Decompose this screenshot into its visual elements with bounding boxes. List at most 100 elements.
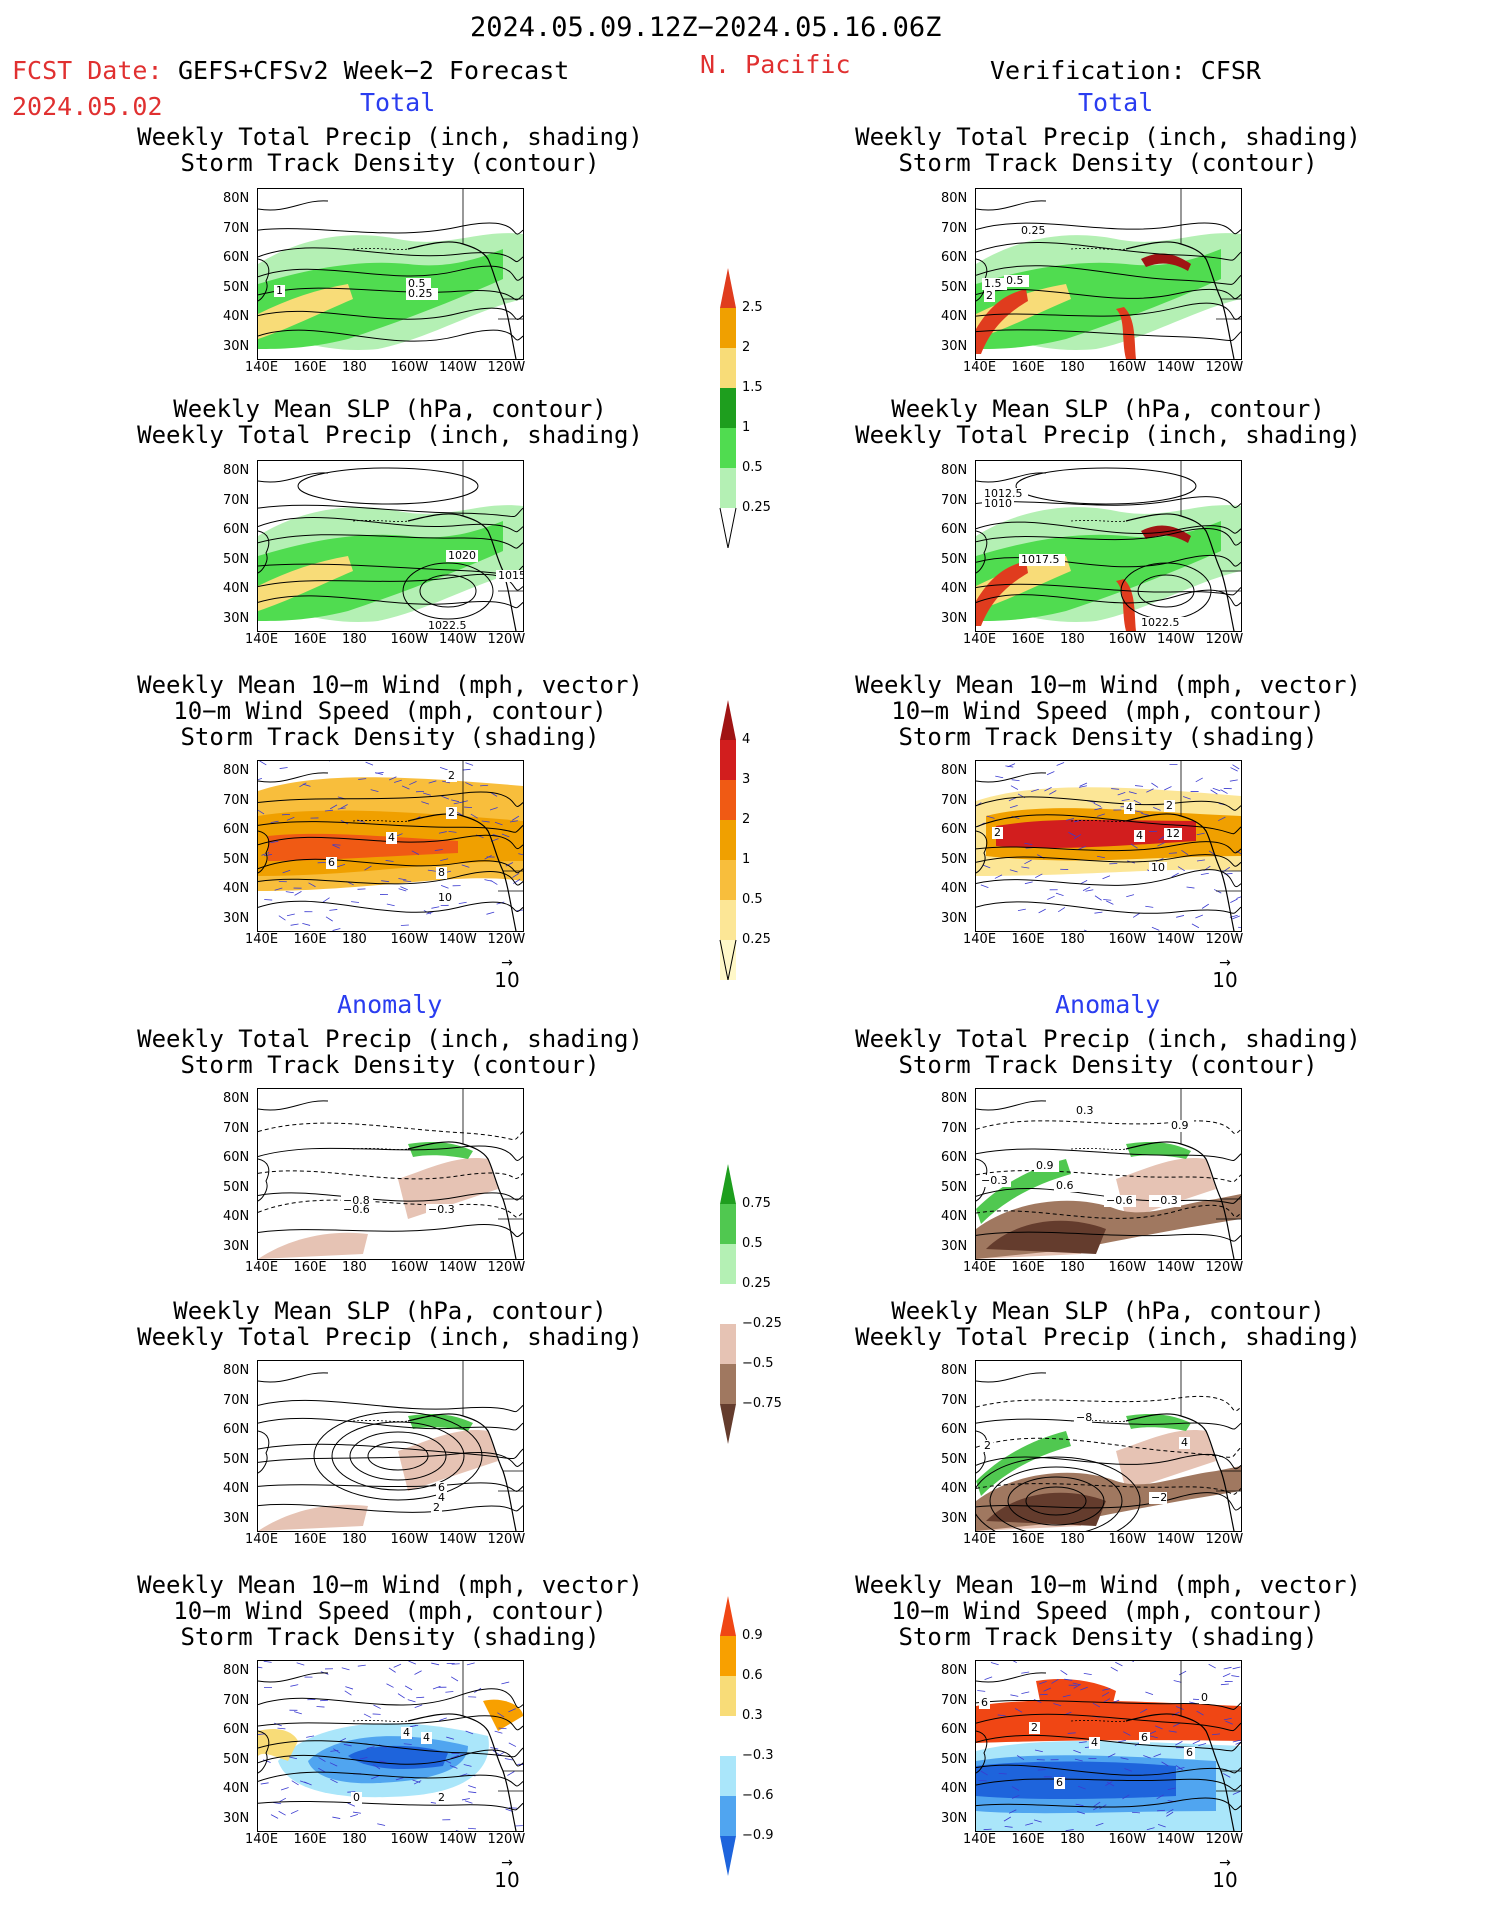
wind-vector <box>1220 789 1228 794</box>
lon-tick-label: 140E <box>963 360 997 375</box>
wind-vector <box>318 1767 326 1773</box>
shade-band <box>976 249 1221 349</box>
colorbar-label: 0.25 <box>742 1276 771 1291</box>
wind-vector <box>1126 894 1135 898</box>
wind-vector <box>431 906 440 909</box>
wind-vector <box>505 862 514 867</box>
wind-vector <box>366 1746 375 1749</box>
wind-vector <box>1012 1661 1017 1664</box>
contour-line <box>976 1734 1241 1752</box>
reference-vector-label: 10 <box>1212 968 1238 992</box>
svg-text:0.5: 0.5 <box>408 277 426 290</box>
contour-line <box>258 1452 523 1467</box>
lat-tick-label: 60N <box>223 1722 250 1737</box>
contour-line <box>258 1122 523 1141</box>
lon-tick-label: 140W <box>439 1832 477 1847</box>
wind-vector <box>1110 1666 1118 1672</box>
coastline <box>1125 813 1235 931</box>
svg-text:−0.3: −0.3 <box>1151 1194 1178 1207</box>
wind-vector <box>1057 907 1066 913</box>
contour-line <box>258 329 523 342</box>
map-panel: 0.5 1.5 2 0.25 <box>975 188 1242 360</box>
wind-vector <box>465 1730 474 1735</box>
wind-vector <box>470 813 478 819</box>
wind-vector <box>1176 1706 1184 1710</box>
colorbar-segment <box>720 940 736 980</box>
lat-tick-label: 40N <box>223 1781 250 1796</box>
contour-line <box>976 1456 1141 1531</box>
panel-title: Weekly Total Precip (inch, shading) Stor… <box>855 123 1361 177</box>
coastline <box>352 520 409 522</box>
wind-vector <box>258 778 263 781</box>
panel-title: Weekly Total Precip (inch, shading) Stor… <box>137 1025 643 1079</box>
lat-tick-label: 30N <box>223 610 250 626</box>
colorbar-label: 0.3 <box>742 1708 763 1723</box>
wind-vector <box>1075 1803 1084 1807</box>
wind-vector <box>980 1770 988 1776</box>
coastline <box>1180 1089 1241 1220</box>
coastline <box>258 200 329 302</box>
svg-text:6: 6 <box>1141 1731 1148 1744</box>
wind-vector <box>518 1763 523 1765</box>
wind-vector <box>1149 1735 1158 1739</box>
wind-vector <box>431 1662 440 1666</box>
svg-text:0.25: 0.25 <box>408 287 433 300</box>
contour-line <box>258 1399 523 1413</box>
coastline <box>258 772 329 874</box>
colorbar-label: 0.5 <box>742 1236 763 1251</box>
lon-tick-label: 160E <box>1011 1260 1045 1275</box>
svg-text:2: 2 <box>994 826 1001 839</box>
lon-tick-label: 180 <box>342 360 367 375</box>
coastline <box>462 761 523 892</box>
contour-line <box>258 1740 523 1758</box>
colorbar-label: 2.5 <box>742 300 763 315</box>
wind-vector <box>296 1662 305 1666</box>
wind-vector <box>450 1676 459 1682</box>
svg-text:−0.6: −0.6 <box>1106 1194 1133 1207</box>
lon-tick-label: 140W <box>1157 1832 1195 1847</box>
lon-tick-label: 160W <box>1108 632 1147 647</box>
lon-tick-label: 180 <box>1060 1832 1085 1847</box>
colorbar-segment <box>720 1244 736 1284</box>
contour-label: 6 <box>326 856 337 869</box>
svg-text:−0.6: −0.6 <box>343 1203 370 1216</box>
lat-tick-label: 40N <box>941 881 968 896</box>
wind-vector <box>977 1690 986 1692</box>
wind-vector <box>1175 1741 1183 1746</box>
wind-vector <box>1078 1741 1087 1744</box>
lat-tick-label: 30N <box>223 910 250 926</box>
total-label-right: Total <box>1078 88 1154 117</box>
wind-vector <box>451 799 460 803</box>
wind-vector <box>365 761 374 766</box>
wind-vector <box>1225 1720 1233 1725</box>
colorbar <box>718 1596 738 1876</box>
contour-label: 4 <box>436 1491 447 1504</box>
wind-vector <box>371 1775 379 1780</box>
reference-vector: → 10 <box>482 1856 532 1892</box>
wind-vector <box>403 880 412 883</box>
svg-text:4: 4 <box>1181 1436 1188 1449</box>
svg-text:4: 4 <box>438 1491 445 1504</box>
wind-vector <box>1025 1822 1034 1826</box>
contour-line <box>258 871 523 886</box>
svg-text:0.6: 0.6 <box>1056 1179 1074 1192</box>
contour-line <box>258 1801 523 1811</box>
contour-label: 2 <box>446 769 457 782</box>
contour-line <box>258 595 523 609</box>
lon-tick-label: 180 <box>342 932 367 947</box>
colorbar-segment <box>720 1324 736 1364</box>
svg-text:4: 4 <box>1136 829 1143 842</box>
wind-vector <box>1146 1827 1155 1831</box>
wind-vector <box>1161 1761 1169 1767</box>
lat-tick-label: 80N <box>223 191 250 206</box>
contour-label: 0 <box>1199 1691 1210 1704</box>
svg-text:−0.3: −0.3 <box>428 1203 455 1216</box>
shade-band <box>976 289 1028 354</box>
svg-text:4: 4 <box>388 831 395 844</box>
contour-label: 2 <box>436 1791 447 1804</box>
contour-label: 2 <box>1164 799 1175 812</box>
shade-band <box>1116 307 1136 359</box>
wind-vector <box>504 1758 513 1761</box>
contour-label: 2 <box>984 289 995 302</box>
